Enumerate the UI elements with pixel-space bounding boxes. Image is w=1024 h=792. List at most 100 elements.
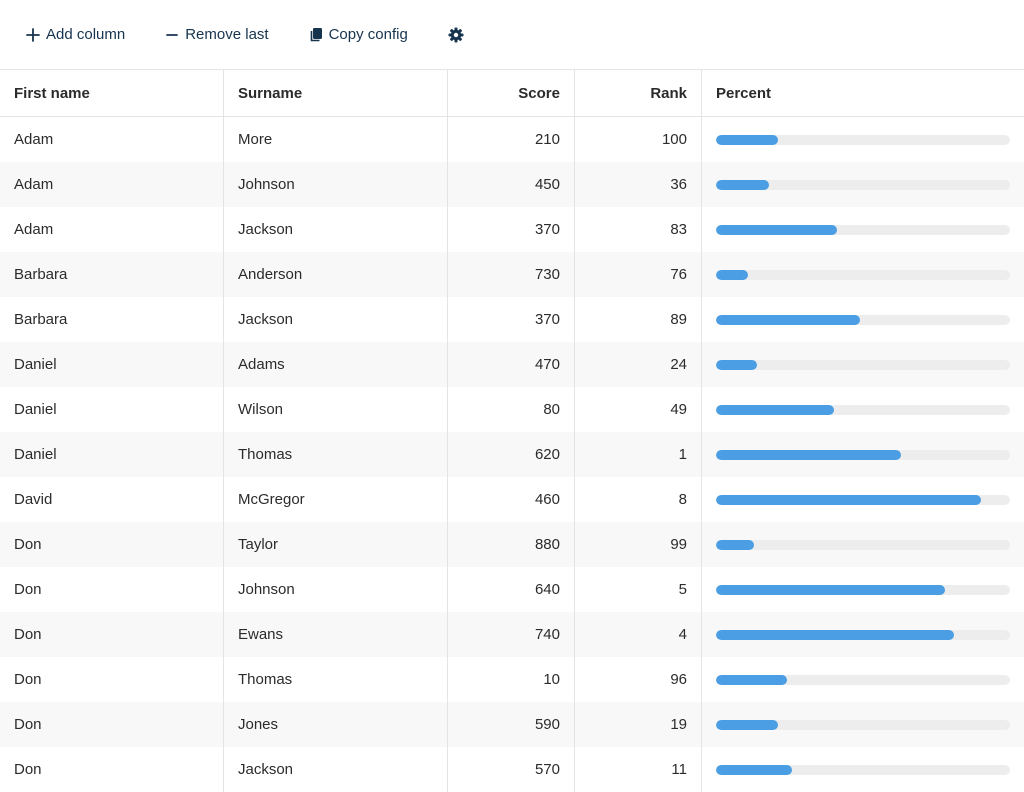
copy-icon: [310, 27, 322, 41]
cell-score: 620: [448, 432, 575, 477]
cell-percent: [702, 162, 1024, 207]
cell-percent: [702, 522, 1024, 567]
cell-rank: 83: [575, 207, 702, 252]
table-row[interactable]: Don Jones 590 19: [0, 702, 1024, 747]
cell-surname: Anderson: [224, 252, 448, 297]
cell-surname: Jackson: [224, 207, 448, 252]
cell-percent: [702, 612, 1024, 657]
table-row[interactable]: Don Thomas 10 96: [0, 657, 1024, 702]
table-row[interactable]: Don Johnson 640 5: [0, 567, 1024, 612]
gear-icon: [448, 27, 464, 42]
cell-percent: [702, 342, 1024, 387]
percent-bar-fill: [716, 674, 787, 685]
cell-rank: 99: [575, 522, 702, 567]
cell-rank: 89: [575, 297, 702, 342]
percent-bar-fill: [716, 764, 793, 775]
header-first-name[interactable]: First name: [0, 70, 224, 116]
cell-rank: 100: [575, 117, 702, 162]
cell-first-name: Barbara: [0, 297, 224, 342]
percent-bar-track: [716, 719, 1010, 730]
percent-bar-fill: [716, 269, 749, 280]
percent-bar-track: [716, 449, 1010, 460]
table-row[interactable]: Barbara Anderson 730 76: [0, 252, 1024, 297]
cell-score: 370: [448, 207, 575, 252]
table-row[interactable]: Daniel Adams 470 24: [0, 342, 1024, 387]
copy-config-button[interactable]: Copy config: [309, 26, 408, 43]
cell-surname: Wilson: [224, 387, 448, 432]
header-percent[interactable]: Percent: [716, 84, 772, 102]
cell-surname: Jones: [224, 702, 448, 747]
header-surname[interactable]: Surname: [224, 70, 448, 116]
cell-surname: Adams: [224, 342, 448, 387]
remove-last-button[interactable]: Remove last: [165, 26, 269, 43]
cell-score: 740: [448, 612, 575, 657]
cell-score: 450: [448, 162, 575, 207]
table-row[interactable]: Adam Johnson 450 36: [0, 162, 1024, 207]
table-row[interactable]: David McGregor 460 8: [0, 477, 1024, 522]
cell-surname: Taylor: [224, 522, 448, 567]
percent-bar-track: [716, 404, 1010, 415]
percent-bar-fill: [716, 719, 778, 730]
minus-icon: [166, 33, 179, 36]
cell-rank: 49: [575, 387, 702, 432]
data-table: First name Surname Score Rank Percent Ad…: [0, 70, 1024, 792]
table-body: Adam More 210 100 Adam Johnson 450 36 Adam Jackso…: [0, 117, 1024, 792]
cell-score: 590: [448, 702, 575, 747]
table-row[interactable]: Don Jackson 570 11: [0, 747, 1024, 792]
header-rank[interactable]: Rank: [575, 70, 702, 116]
cell-first-name: Don: [0, 747, 224, 792]
table-row[interactable]: Adam More 210 100: [0, 117, 1024, 162]
table-row[interactable]: Barbara Jackson 370 89: [0, 297, 1024, 342]
cell-first-name: Don: [0, 522, 224, 567]
cell-surname: More: [224, 117, 448, 162]
cell-percent: [702, 702, 1024, 747]
percent-bar-track: [716, 539, 1010, 550]
cell-first-name: Daniel: [0, 342, 224, 387]
cell-rank: 76: [575, 252, 702, 297]
remove-last-label: Remove last: [185, 26, 269, 43]
table-row[interactable]: Don Taylor 880 99: [0, 522, 1024, 567]
percent-bar-track: [716, 224, 1010, 235]
cell-score: 640: [448, 567, 575, 612]
table-row[interactable]: Don Ewans 740 4: [0, 612, 1024, 657]
percent-bar-fill: [716, 584, 946, 595]
percent-bar-fill: [716, 224, 837, 235]
percent-bar-fill: [716, 539, 755, 550]
cell-rank: 24: [575, 342, 702, 387]
percent-bar-fill: [716, 494, 981, 505]
add-column-button[interactable]: Add column: [26, 26, 125, 43]
table-row[interactable]: Daniel Wilson 80 49: [0, 387, 1024, 432]
cell-surname: Jackson: [224, 297, 448, 342]
table-row[interactable]: Daniel Thomas 620 1: [0, 432, 1024, 477]
table-row[interactable]: Adam Jackson 370 83: [0, 207, 1024, 252]
cell-first-name: Barbara: [0, 252, 224, 297]
percent-bar-fill: [716, 629, 955, 640]
cell-percent: [702, 747, 1024, 792]
percent-bar-fill: [716, 359, 758, 370]
cell-surname: McGregor: [224, 477, 448, 522]
percent-bar-fill: [716, 449, 902, 460]
percent-bar-track: [716, 269, 1010, 280]
cell-percent: [702, 117, 1024, 162]
percent-bar-track: [716, 314, 1010, 325]
cell-rank: 4: [575, 612, 702, 657]
toolbar: Add column Remove last Copy config: [0, 0, 1024, 70]
cell-percent: [702, 432, 1024, 477]
cell-surname: Thomas: [224, 657, 448, 702]
cell-first-name: Daniel: [0, 387, 224, 432]
cell-rank: 19: [575, 702, 702, 747]
cell-score: 80: [448, 387, 575, 432]
cell-score: 470: [448, 342, 575, 387]
cell-score: 460: [448, 477, 575, 522]
percent-bar-track: [716, 629, 1010, 640]
cell-first-name: Adam: [0, 117, 224, 162]
cell-first-name: David: [0, 477, 224, 522]
add-column-label: Add column: [46, 26, 126, 43]
header-score[interactable]: Score: [448, 70, 575, 116]
cell-percent: [702, 387, 1024, 432]
settings-button[interactable]: [448, 27, 464, 43]
cell-surname: Ewans: [224, 612, 448, 657]
cell-score: 370: [448, 297, 575, 342]
cell-percent: [702, 477, 1024, 522]
percent-bar-fill: [716, 404, 834, 415]
